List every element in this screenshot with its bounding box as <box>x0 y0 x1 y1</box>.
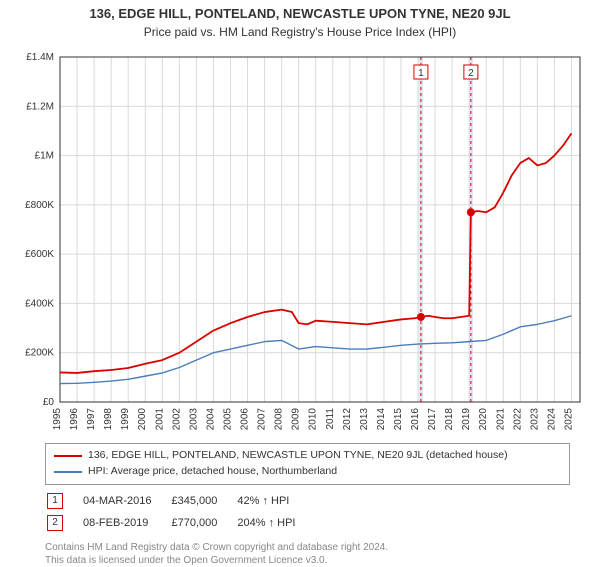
svg-text:£800K: £800K <box>25 200 54 211</box>
event-marker-1: 1 <box>47 493 63 509</box>
event-delta: 204% ↑ HPI <box>237 513 313 533</box>
svg-text:2016: 2016 <box>410 408 421 431</box>
svg-text:1996: 1996 <box>69 408 80 431</box>
svg-text:2001: 2001 <box>154 408 165 431</box>
svg-text:2011: 2011 <box>325 408 336 430</box>
svg-text:£0: £0 <box>43 397 55 408</box>
svg-text:£600K: £600K <box>25 249 54 260</box>
svg-text:2022: 2022 <box>512 408 523 431</box>
event-delta: 42% ↑ HPI <box>237 491 313 511</box>
event-date: 08-FEB-2019 <box>83 513 169 533</box>
svg-text:£200K: £200K <box>25 348 54 359</box>
svg-text:2002: 2002 <box>171 408 182 431</box>
event-date: 04-MAR-2016 <box>83 491 169 511</box>
event-price: £770,000 <box>171 513 235 533</box>
footer-line-2: This data is licensed under the Open Gov… <box>45 554 570 567</box>
legend: 136, EDGE HILL, PONTELAND, NEWCASTLE UPO… <box>45 443 570 485</box>
svg-text:£1M: £1M <box>35 151 54 162</box>
svg-text:2024: 2024 <box>546 408 557 431</box>
svg-text:2008: 2008 <box>274 408 285 431</box>
svg-text:£1.4M: £1.4M <box>26 52 54 63</box>
legend-label-hpi: HPI: Average price, detached house, Nort… <box>88 464 337 480</box>
svg-text:1995: 1995 <box>52 408 63 431</box>
svg-text:2005: 2005 <box>222 408 233 431</box>
svg-text:2000: 2000 <box>137 408 148 431</box>
svg-text:2004: 2004 <box>205 408 216 431</box>
svg-text:2: 2 <box>468 68 474 79</box>
chart-svg: £0 £200K £400K £600K £800K £1M £1.2M £1.4M 1995 1… <box>10 47 590 437</box>
table-row: 2 08-FEB-2019 £770,000 204% ↑ HPI <box>47 513 313 533</box>
chart-area: £0 £200K £400K £600K £800K £1M £1.2M £1.4M 1995 1… <box>10 47 590 437</box>
legend-item-property: 136, EDGE HILL, PONTELAND, NEWCASTLE UPO… <box>54 448 561 464</box>
chart-subtitle: Price paid vs. HM Land Registry's House … <box>0 25 600 39</box>
svg-text:2025: 2025 <box>563 408 574 431</box>
svg-text:2015: 2015 <box>393 408 404 431</box>
legend-swatch-hpi <box>54 471 82 473</box>
svg-text:2007: 2007 <box>257 408 268 431</box>
legend-item-hpi: HPI: Average price, detached house, Nort… <box>54 464 561 480</box>
event-price: £345,000 <box>171 491 235 511</box>
svg-text:2014: 2014 <box>376 408 387 431</box>
svg-text:2018: 2018 <box>444 408 455 431</box>
svg-text:1999: 1999 <box>120 408 131 431</box>
svg-text:2020: 2020 <box>478 408 489 431</box>
svg-text:2013: 2013 <box>359 408 370 431</box>
svg-text:2021: 2021 <box>495 408 506 431</box>
chart-title: 136, EDGE HILL, PONTELAND, NEWCASTLE UPO… <box>0 6 600 21</box>
table-row: 1 04-MAR-2016 £345,000 42% ↑ HPI <box>47 491 313 511</box>
svg-text:2006: 2006 <box>240 408 251 431</box>
svg-text:£1.2M: £1.2M <box>26 101 54 112</box>
event-marker-2: 2 <box>47 515 63 531</box>
events-table: 1 04-MAR-2016 £345,000 42% ↑ HPI 2 08-FE… <box>45 489 315 535</box>
svg-text:£400K: £400K <box>25 298 54 309</box>
svg-text:1997: 1997 <box>86 408 97 431</box>
legend-swatch-property <box>54 455 82 457</box>
svg-text:2017: 2017 <box>427 408 438 431</box>
svg-text:1998: 1998 <box>103 408 114 431</box>
svg-text:2019: 2019 <box>461 408 472 431</box>
svg-text:2012: 2012 <box>342 408 353 431</box>
svg-text:2010: 2010 <box>308 408 319 431</box>
footer-line-1: Contains HM Land Registry data © Crown c… <box>45 541 570 554</box>
svg-text:2009: 2009 <box>291 408 302 431</box>
footer: Contains HM Land Registry data © Crown c… <box>45 541 570 567</box>
legend-label-property: 136, EDGE HILL, PONTELAND, NEWCASTLE UPO… <box>88 448 508 464</box>
svg-text:2023: 2023 <box>529 408 540 431</box>
svg-text:1: 1 <box>418 68 424 79</box>
svg-text:2003: 2003 <box>188 408 199 431</box>
